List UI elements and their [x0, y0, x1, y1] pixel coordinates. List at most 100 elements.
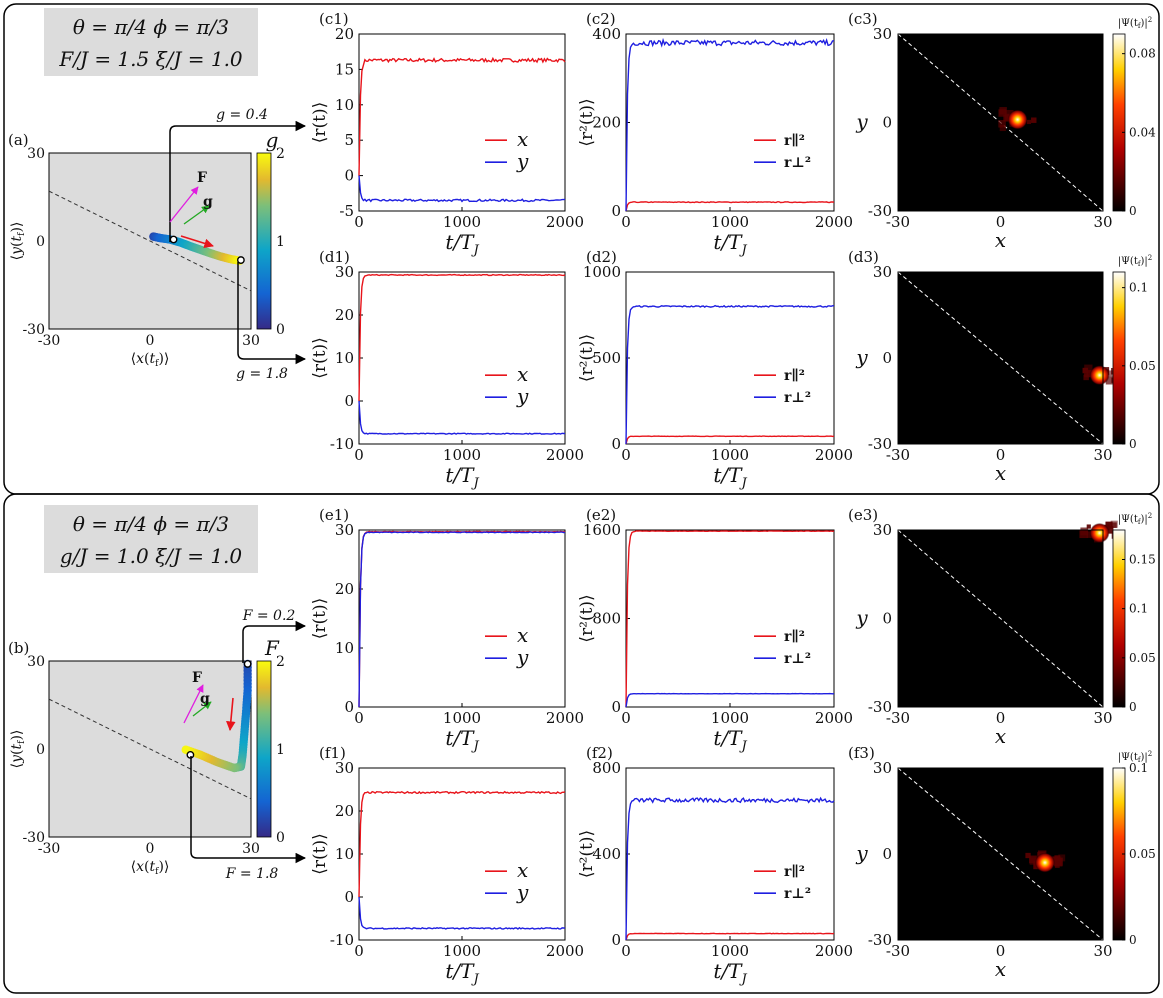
heat-cell-f3 — [1054, 857, 1064, 866]
label-g18: g = 1.8 — [236, 366, 288, 382]
marked-point-a — [236, 256, 245, 264]
panel-label-f1: (f1) — [319, 744, 346, 762]
y-axis-label-a: ⟨y(tf)⟩ — [9, 222, 27, 261]
plot-area-d1 — [358, 271, 566, 445]
connector-arrow-g04 — [169, 120, 307, 242]
legend-label-d1: x — [517, 362, 528, 386]
colorbar-tick-label-e3: 0.1 — [1129, 602, 1148, 616]
plot-area-f2 — [625, 767, 835, 941]
legend-label-e1: y — [516, 645, 529, 669]
gravity-vector-label-b: g — [200, 691, 210, 707]
colorbar-d3 — [1112, 271, 1126, 445]
panel-label-c3: (c3) — [848, 10, 878, 28]
colorbar-tick-label-a: 0 — [276, 322, 285, 338]
x-tick-label-e3: 30 — [1093, 709, 1112, 727]
y-tick-label-e3: 0 — [882, 610, 892, 628]
panel-label-d2: (d2) — [586, 248, 617, 266]
x-axis-label-c3: x — [995, 228, 1006, 252]
colorbar-e3 — [1112, 529, 1126, 708]
gravity-vector — [183, 205, 210, 225]
heat-cell-d3 — [1084, 364, 1093, 373]
heat-cell-d3 — [1106, 370, 1113, 377]
heat-cell-e3 — [1111, 522, 1117, 528]
colorbar-label-a: g — [266, 128, 279, 152]
force-vector-label: F — [197, 170, 207, 186]
panel-d3: (d3) -30 0 30 30 0 -30 x y 0.1 0.05 0 |Ψ(tf)|2 — [848, 248, 1156, 485]
x-tick-label-c3: -30 — [886, 213, 910, 231]
label-f02: F = 0.2 — [242, 608, 296, 624]
y-tick-label-d3: 0 — [882, 349, 892, 367]
y-axis-label-d3: y — [855, 345, 868, 369]
x-tick-label-e2: 2000 — [815, 709, 853, 727]
y-tick-label-f2: 400 — [592, 845, 621, 863]
colorbar-tick-label-c3: 0.08 — [1129, 47, 1156, 61]
params-box-top — [44, 8, 258, 76]
x-axis-label-f3: x — [995, 957, 1006, 981]
y-axis-label-f2: ⟨r²(t)⟩ — [577, 830, 597, 878]
series-line-e2-1 — [625, 692, 835, 708]
colorbar-tick-label-f3: 0.1 — [1129, 761, 1148, 775]
colorbar-tick-label-d3: 0.1 — [1129, 281, 1148, 295]
y-tick-label-f1: 0 — [344, 888, 354, 906]
heat-peak-d3 — [1089, 365, 1110, 386]
y-tick-label-e1: 20 — [335, 580, 354, 598]
heat-cell-e3 — [1080, 527, 1089, 536]
y-axis-label-f1: ⟨r(t)⟩ — [310, 833, 330, 875]
y-tick-label-d3: 30 — [873, 263, 892, 281]
panel-f3: (f3) -30 0 30 30 0 -30 x y 0.1 0.05 0 |Ψ(tf)|2 — [848, 744, 1156, 981]
colorbar-tick-label-b: 1 — [276, 742, 285, 758]
heat-cell-c3 — [998, 120, 1006, 128]
y-axis-label-e1: ⟨r(t)⟩ — [310, 598, 330, 640]
y-tick-label-d2: 0 — [611, 435, 621, 453]
annotations-bottom: F = 0.2 F = 1.8 F g — [183, 608, 307, 882]
legend-label-d2: r∥² — [784, 368, 805, 384]
diagonal-line-b — [48, 698, 252, 800]
plot-area-c2 — [625, 33, 835, 212]
y-tick-label-f3: -30 — [868, 931, 892, 949]
y-tick-label-c1: 10 — [335, 96, 354, 114]
colorbar-tick-label-c3: 0.04 — [1129, 125, 1156, 139]
y-axis-label-c2: ⟨r²(t)⟩ — [577, 98, 597, 146]
x-tick-label-a: -30 — [38, 333, 61, 349]
series-line-c1-0 — [358, 56, 566, 176]
force-vector — [169, 186, 199, 223]
diagonal-line-f3 — [897, 767, 1104, 941]
annotations-top: g = 0.4 g = 1.8 F g — [169, 107, 307, 382]
diagonal-line-a — [48, 190, 252, 292]
x-tick-label-c1: 1000 — [443, 213, 481, 231]
colorbar-label-c3: |Ψ(tf)|2 — [1118, 16, 1152, 30]
legend-label-e2: r⊥² — [784, 651, 811, 667]
panel-e3: (e3) -30 0 30 30 0 -30 x y 0.15 0.1 0.05 0 |Ψ(tf)|2 — [848, 506, 1156, 748]
heatmap-frame-e3 — [897, 529, 1104, 708]
y-tick-label-e1: 0 — [344, 698, 354, 716]
y-tick-label-c1: 15 — [335, 60, 354, 78]
colorbar-tick-label-e3: 0.15 — [1129, 553, 1156, 567]
colorbar-label-d3: |Ψ(tf)|2 — [1118, 254, 1152, 268]
colorbar-tick-label-f3: 0 — [1129, 933, 1137, 947]
y-axis-label-f3: y — [855, 841, 868, 865]
x-tick-label-e2: 1000 — [711, 709, 749, 727]
colorbar-label-b: F — [264, 636, 280, 660]
y-tick-label-c3: 0 — [882, 114, 892, 132]
x-tick-label-c1: 0 — [354, 213, 364, 231]
panel-label-d3: (d3) — [848, 248, 879, 266]
x-tick-label-f1: 1000 — [443, 942, 481, 960]
panel-label-e2: (e2) — [586, 506, 616, 524]
x-tick-label-c3: 30 — [1093, 213, 1112, 231]
y-tick-label-a: 30 — [27, 146, 45, 162]
y-tick-label-d1: 10 — [335, 349, 354, 367]
params-line1-bottom: θ = π/4 ϕ = π/3 — [73, 512, 229, 536]
heatmap-frame-d3 — [897, 271, 1104, 445]
y-tick-label-d3: -30 — [868, 435, 892, 453]
y-tick-label-f2: 800 — [592, 759, 621, 777]
x-tick-label-b: 30 — [242, 841, 260, 857]
x-tick-label-f3: 30 — [1093, 942, 1112, 960]
legend-label-e2: r∥² — [784, 629, 805, 645]
y-tick-label-c1: 20 — [335, 25, 354, 43]
series-line-d2-0 — [625, 435, 835, 445]
colorbar-tick-label-b: 0 — [276, 830, 285, 846]
params-box-bottom — [44, 505, 258, 573]
x-tick-label-e1: 2000 — [546, 709, 584, 727]
